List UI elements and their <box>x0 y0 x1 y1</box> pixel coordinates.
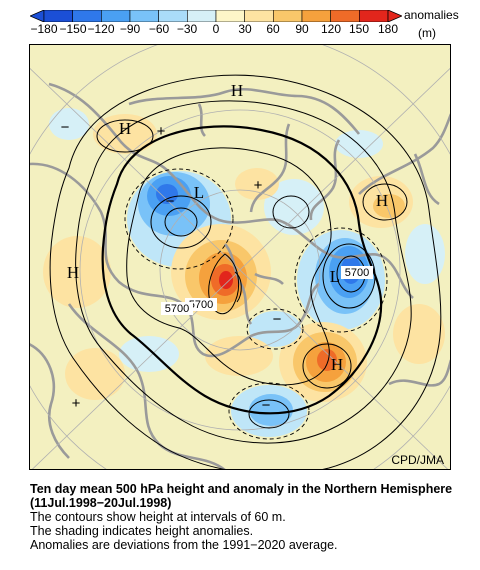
colorbar-swatch <box>43 10 73 22</box>
low-pressure-center: L <box>194 183 204 202</box>
high-pressure-center: H <box>376 191 388 210</box>
positive-anomaly-sign: + <box>254 177 263 194</box>
colorbar-tick: −150 <box>59 22 87 36</box>
colorbar-left-arrow <box>30 10 45 22</box>
contour-label-group: 5700 5700 5700 <box>161 266 373 315</box>
positive-anomaly-sign: + <box>72 395 81 412</box>
zero-anomaly-contours <box>124 168 388 440</box>
negative-anomaly-sign: − <box>166 193 175 210</box>
colorbar-unit: (m) <box>418 26 436 40</box>
caption-line: The contours show height at intervals of… <box>30 510 286 524</box>
colorbar-tick: −90 <box>119 22 141 36</box>
map-frame <box>29 44 451 470</box>
caption-line: The shading indicates height anomalies. <box>30 524 254 538</box>
colorbar-tick: 30 <box>238 22 252 36</box>
colorbar-tick: 90 <box>295 22 309 36</box>
colorbar-swatch <box>273 10 303 22</box>
colorbar-tick: −120 <box>87 22 115 36</box>
figure-caption: Ten day mean 500 hPa height and anomaly … <box>30 482 470 552</box>
colorbar-tick: −60 <box>148 22 170 36</box>
high-pressure-center: H <box>67 263 79 282</box>
colorbar-swatch <box>244 10 274 22</box>
colorbar-tick: 120 <box>320 22 342 36</box>
colorbar-tick: 180 <box>377 22 399 36</box>
contour-label: 5700 <box>345 267 369 279</box>
colorbar-swatch <box>187 10 217 22</box>
high-pressure-center: H <box>331 355 343 374</box>
caption-title: Ten day mean 500 hPa height and anomaly … <box>30 482 453 510</box>
anomaly-signs: + + + − − − − <box>61 119 282 414</box>
negative-anomaly-sign: − <box>262 397 271 414</box>
colorbar-tick-labels: −180 −150 −120 −90 −60 −30 0 30 60 90 12… <box>30 22 402 42</box>
colorbar-swatch <box>359 10 389 22</box>
colorbar-tick: 0 <box>212 22 220 36</box>
colorbar-swatch <box>215 10 245 22</box>
colorbar-swatch <box>101 10 131 22</box>
colorbar-swatch <box>72 10 102 22</box>
colorbar-tick: 60 <box>266 22 280 36</box>
high-pressure-center: H <box>231 81 243 100</box>
colorbar-swatch <box>330 10 360 22</box>
height-contours <box>49 74 442 470</box>
colorbar-tick: −180 <box>30 22 58 36</box>
caption-line: Anomalies are deviations from the 1991−2… <box>30 538 338 552</box>
colorbar-tick: −30 <box>176 22 198 36</box>
colorbar-swatch <box>301 10 331 22</box>
negative-anomaly-sign: − <box>273 311 282 328</box>
colorbar-right-arrow <box>387 10 402 22</box>
contour-label: 5700 <box>189 299 213 311</box>
colorbar-tick: 150 <box>348 22 370 36</box>
hemisphere-map: 5700 5700 5700 H H H H H L L + + + − − −… <box>29 44 451 470</box>
contour-label: 5700 <box>165 303 189 315</box>
graticule <box>29 44 451 470</box>
credit-label: CPD/JMA <box>391 453 444 467</box>
pressure-centres: H H H H H L L <box>67 81 388 374</box>
negative-anomaly-sign: − <box>61 119 70 136</box>
positive-anomaly-sign: + <box>157 123 166 140</box>
colorbar-swatch <box>158 10 188 22</box>
anomaly-colorbar <box>30 10 402 22</box>
coastlines <box>29 82 451 470</box>
low-pressure-center: L <box>330 267 340 286</box>
colorbar-swatch <box>129 10 159 22</box>
colorbar-title: anomalies <box>404 8 459 22</box>
high-pressure-center: H <box>119 119 131 138</box>
